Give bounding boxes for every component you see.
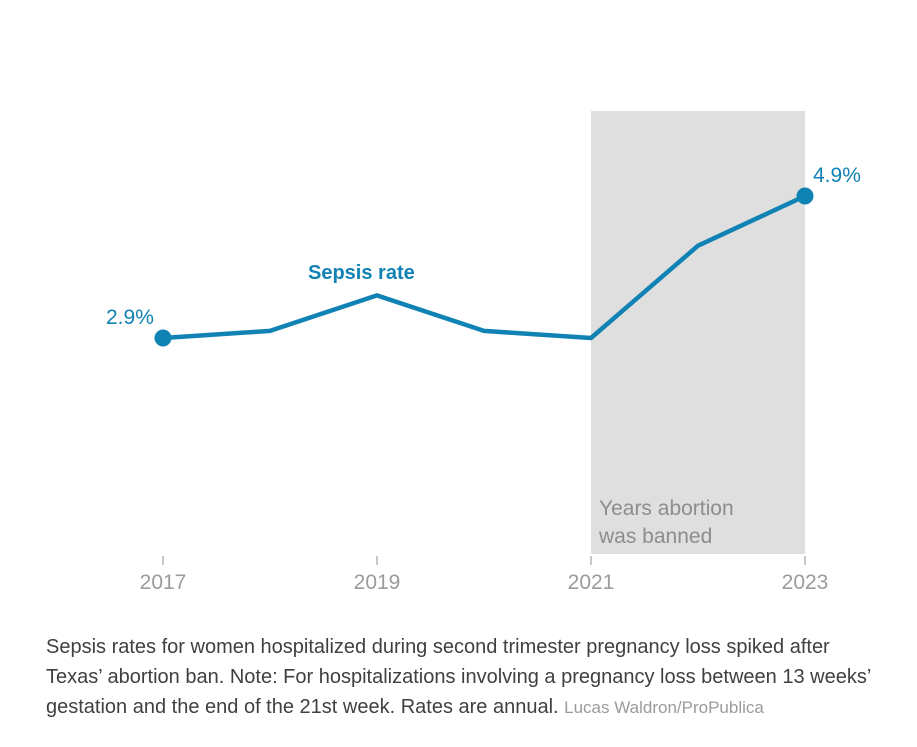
caption: Sepsis rates for women hospitalized duri… <box>46 632 880 723</box>
caption-text: Sepsis rates for women hospitalized duri… <box>46 636 871 718</box>
data-point-last <box>796 187 814 205</box>
last-point-value-label: 4.9% <box>813 164 861 187</box>
x-axis-label-2021: 2021 <box>567 571 615 594</box>
first-point-value-label: 2.9% <box>106 306 154 329</box>
banned-years-band <box>591 111 805 554</box>
data-point-first <box>154 329 172 347</box>
x-axis-label-2023: 2023 <box>781 571 829 594</box>
caption-credit: Lucas Waldron/ProPublica <box>564 698 764 717</box>
x-axis-label-2019: 2019 <box>353 571 401 594</box>
banned-region-label: Years abortion was banned <box>599 495 734 551</box>
banned-region-label-line2: was banned <box>599 525 713 548</box>
series-label: Sepsis rate <box>308 262 415 284</box>
sepsis-rate-line <box>160 193 808 341</box>
banned-region-label-line1: Years abortion <box>599 497 734 520</box>
x-axis-label-2017: 2017 <box>139 571 187 594</box>
sepsis-rate-line-chart <box>154 111 814 565</box>
